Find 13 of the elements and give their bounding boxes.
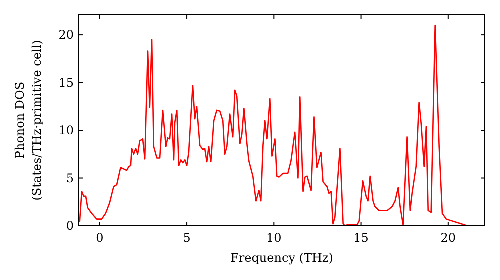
y-tick-label: 10 — [58, 124, 74, 138]
y-tick-label: 20 — [58, 28, 74, 42]
x-axis-title: Frequency (THz) — [230, 251, 334, 265]
y-tick-label: 15 — [58, 76, 74, 90]
x-tick-label: 5 — [183, 231, 191, 245]
x-tick-label: 0 — [96, 231, 104, 245]
y-axis-title: Phonon DOS (States/THz·primitive cell) — [13, 40, 44, 201]
x-tick-label: 20 — [440, 231, 456, 245]
x-tick-label: 15 — [354, 231, 369, 245]
y-tick-label: 5 — [66, 171, 74, 186]
y-tick-label: 0 — [66, 219, 74, 234]
x-tick-label: 10 — [266, 231, 282, 245]
line-series — [79, 24, 468, 226]
